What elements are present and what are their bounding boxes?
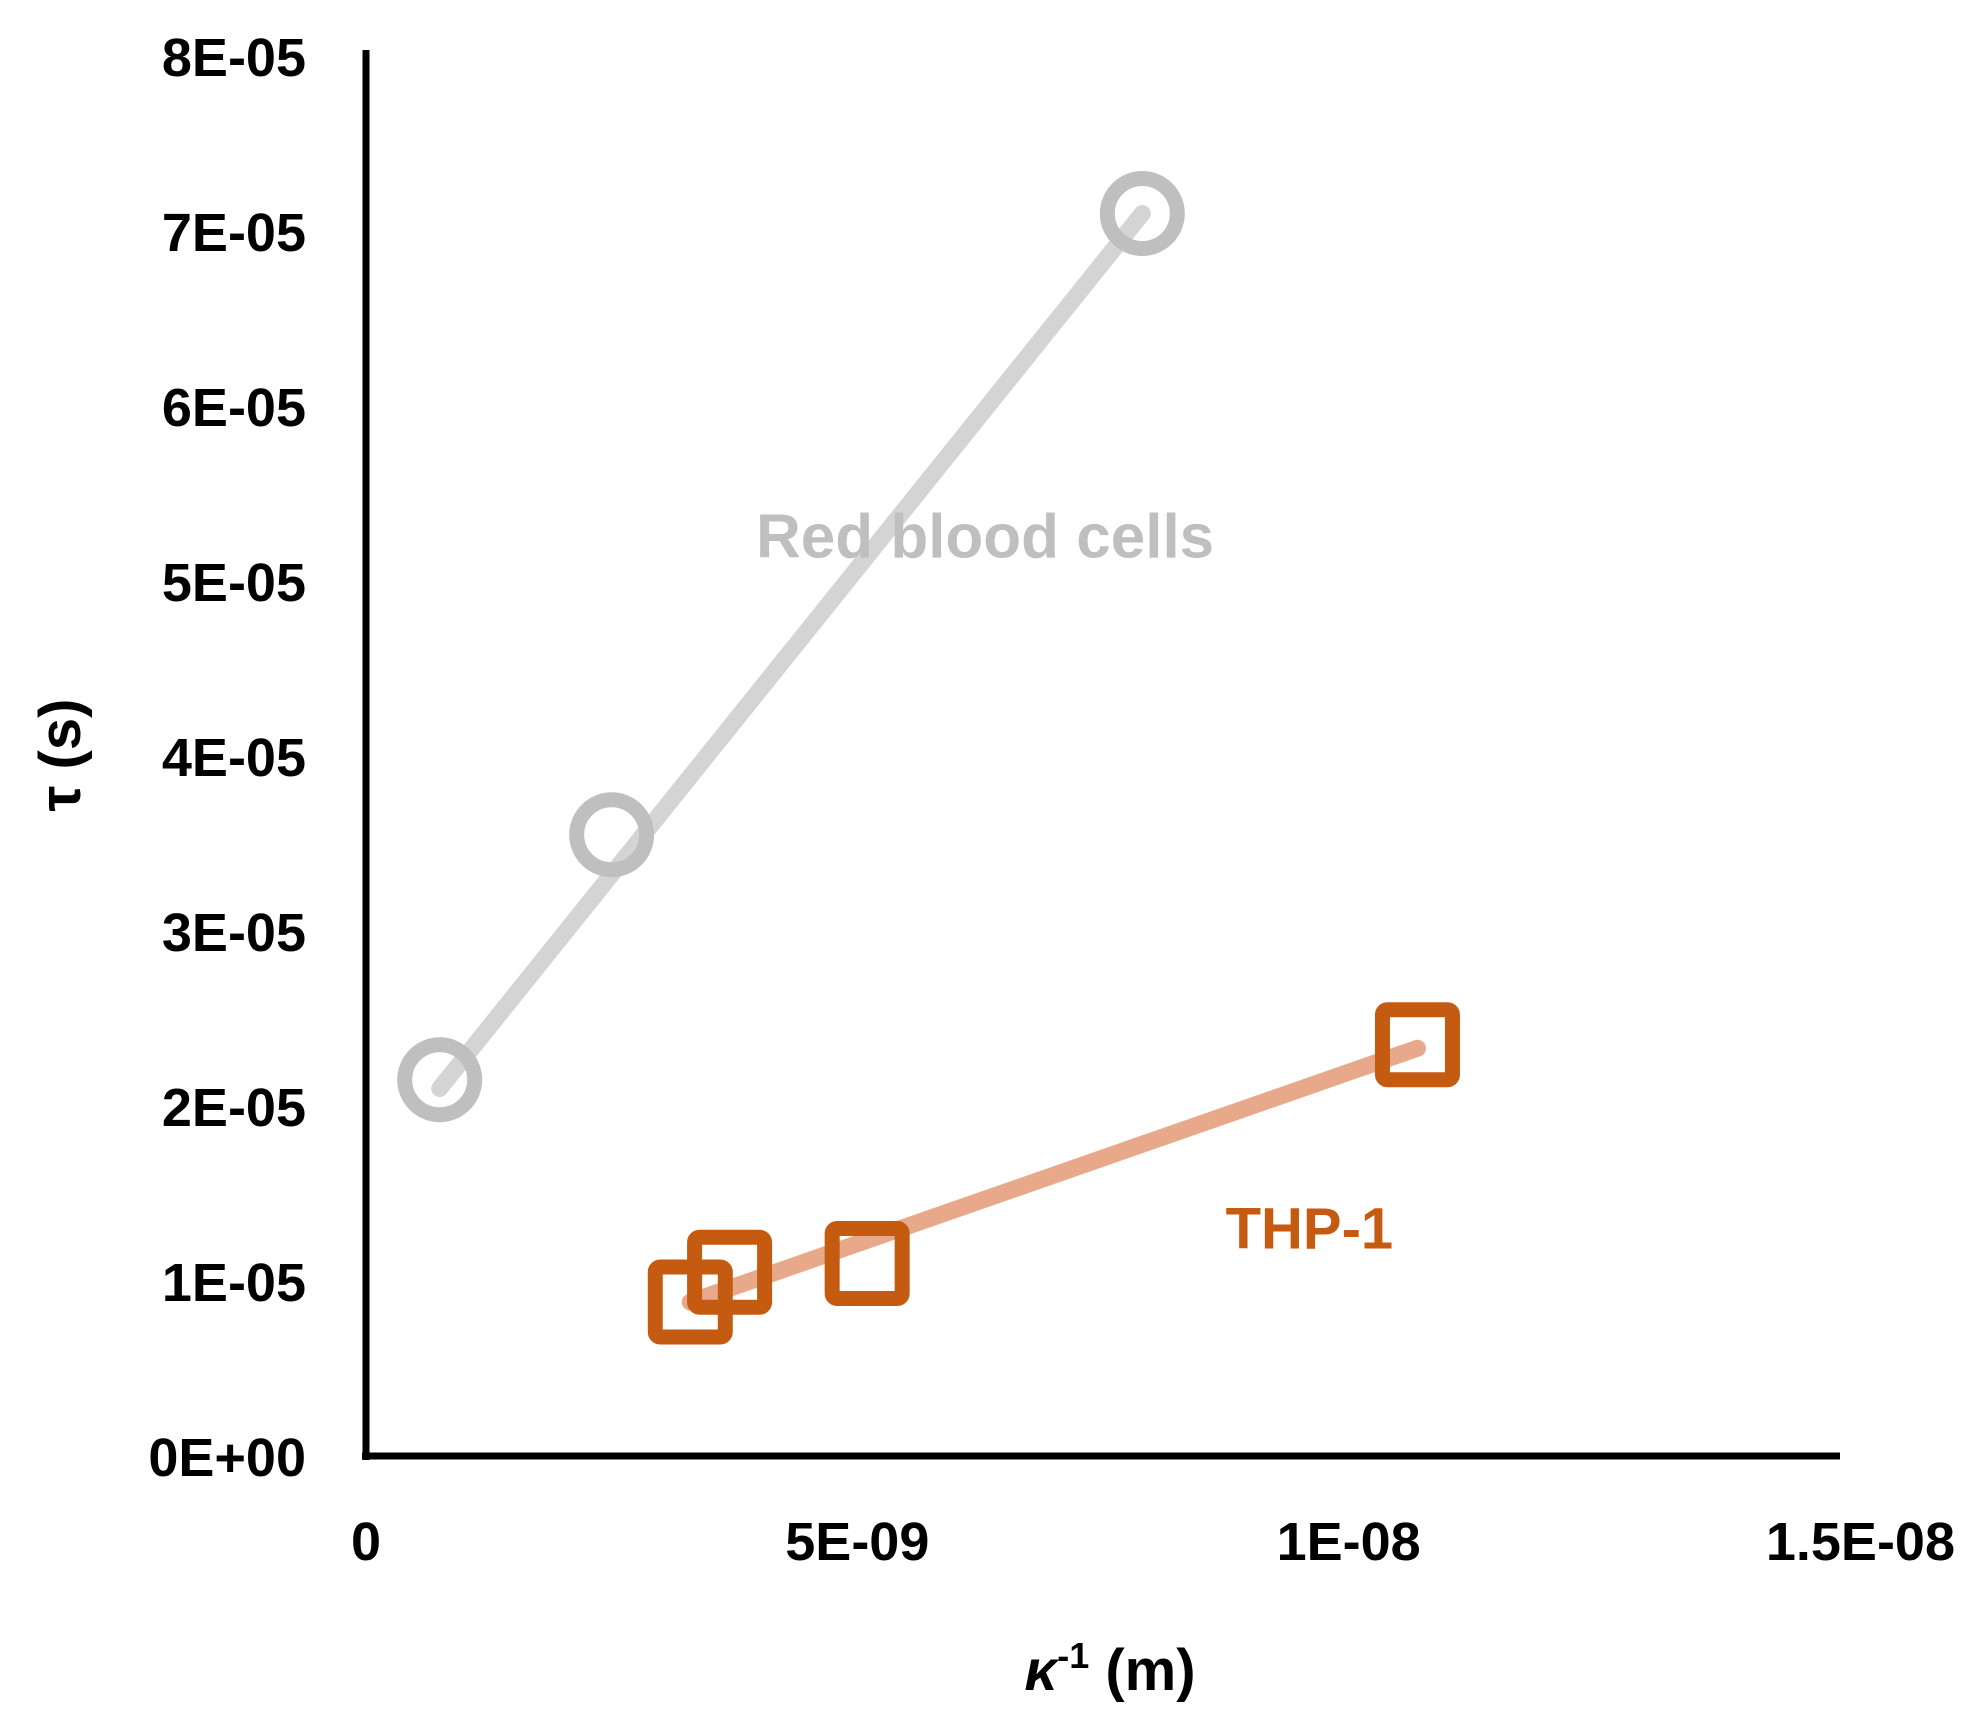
y-tick-label: 4E-05	[162, 728, 306, 788]
x-axis-title-unit: (m)	[1089, 1638, 1195, 1703]
y-tick-labels: 0E+00 1E-05 2E-05 3E-05 4E-05 5E-05 6E-05 7E-05…	[148, 28, 306, 1488]
y-tick-label: 7E-05	[162, 203, 306, 263]
trendline-thp-1	[681, 1039, 1426, 1311]
series-label-red-blood-cells: Red blood cells	[756, 502, 1214, 571]
axes	[362, 50, 1840, 1460]
x-axis-title: κ-1 (m)	[1024, 1635, 1195, 1703]
y-tick-label: 2E-05	[162, 1078, 306, 1138]
x-tick-label: 5E-09	[785, 1512, 929, 1572]
x-axis-title-symbol: κ	[1024, 1638, 1059, 1703]
trendline-red-blood-cells	[431, 205, 1151, 1097]
data-point-red-blood-cells	[397, 1037, 483, 1123]
y-tick-label: 5E-05	[162, 553, 306, 613]
trendlines	[431, 205, 1426, 1311]
data-point-thp-1	[1374, 1002, 1460, 1088]
y-tick-label: 1E-05	[162, 1253, 306, 1313]
series-label-thp-1: THP-1	[1226, 1197, 1394, 1262]
x-tick-labels: 0 5E-09 1E-08 1.5E-08	[351, 1512, 1955, 1572]
y-tick-label: 0E+00	[148, 1428, 306, 1488]
x-tick-label: 0	[351, 1512, 381, 1572]
data-point-red-blood-cells	[569, 792, 655, 878]
x-tick-label: 1E-08	[1277, 1512, 1421, 1572]
x-axis-title-exponent: -1	[1057, 1635, 1089, 1676]
data-point-red-blood-cells	[1099, 171, 1185, 256]
y-axis-title: τ (s)	[28, 699, 93, 812]
y-tick-label: 8E-05	[162, 28, 306, 88]
series-labels: Red blood cells THP-1	[756, 502, 1393, 1261]
data-markers	[397, 171, 1460, 1345]
data-point-thp-1	[824, 1221, 910, 1306]
x-tick-label: 1.5E-08	[1766, 1512, 1955, 1572]
y-tick-label: 3E-05	[162, 903, 306, 963]
data-point-thp-1	[687, 1229, 773, 1315]
y-tick-label: 6E-05	[162, 378, 306, 438]
